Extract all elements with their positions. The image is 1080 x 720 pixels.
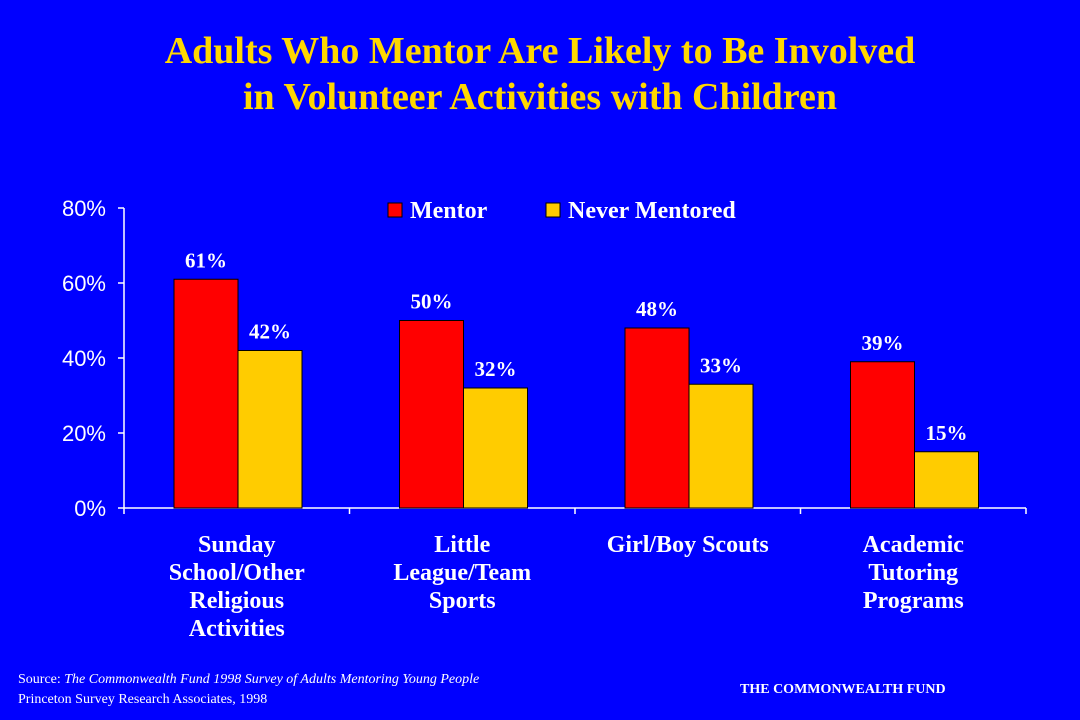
legend-swatch-mentor <box>387 202 403 218</box>
category-label: League/Team <box>393 560 531 586</box>
bar-mentor <box>399 320 464 509</box>
bar-never-mentored <box>688 383 754 509</box>
source-title: The Commonwealth Fund 1998 Survey of Adu… <box>64 672 480 687</box>
category-label: Religious <box>189 588 284 614</box>
bar-mentor <box>173 278 239 509</box>
y-tick-label: 80% <box>62 196 106 221</box>
category-label: Activities <box>189 616 285 642</box>
data-label: 32% <box>475 357 517 381</box>
category-label: Girl/Boy Scouts <box>607 532 769 558</box>
category-label: Little <box>434 532 490 558</box>
y-tick-label: 40% <box>62 346 106 371</box>
data-label: 42% <box>249 320 291 344</box>
data-label: 48% <box>636 297 678 321</box>
category-label: Sports <box>429 588 496 614</box>
data-label: 15% <box>926 421 968 445</box>
legend-swatch-never-mentored <box>545 202 561 218</box>
category-label: Academic <box>863 532 965 558</box>
bar-mentor <box>624 327 690 509</box>
y-tick-label: 20% <box>62 421 106 446</box>
y-tick-label: 60% <box>62 271 106 296</box>
data-label: 61% <box>185 248 227 272</box>
title-line-2: in Volunteer Activities with Children <box>243 76 837 118</box>
data-label: 33% <box>700 353 742 377</box>
y-tick-label: 0% <box>74 496 106 521</box>
brand-footer: THE COMMONWEALTH FUND <box>740 682 946 697</box>
title-line-1: Adults Who Mentor Are Likely to Be Invol… <box>164 30 916 72</box>
bar-never-mentored <box>463 387 528 509</box>
legend-label: Mentor <box>410 198 488 224</box>
source-note: Source: The Commonwealth Fund 1998 Surve… <box>18 670 479 710</box>
source-prefix: Source: <box>18 672 65 687</box>
bar-never-mentored <box>914 451 979 509</box>
chart-title: Adults Who Mentor Are Likely to Be Invol… <box>0 28 1080 120</box>
bar-never-mentored <box>237 350 303 509</box>
category-label: Tutoring <box>868 560 958 586</box>
category-label: School/Other <box>169 560 305 586</box>
category-label: Programs <box>863 588 964 614</box>
category-label: Sunday <box>198 532 275 558</box>
source-line-2: Princeton Survey Research Associates, 19… <box>18 692 268 707</box>
data-label: 39% <box>862 331 904 355</box>
legend-label: Never Mentored <box>568 198 736 224</box>
bar-mentor <box>850 361 915 509</box>
data-label: 50% <box>411 290 453 314</box>
